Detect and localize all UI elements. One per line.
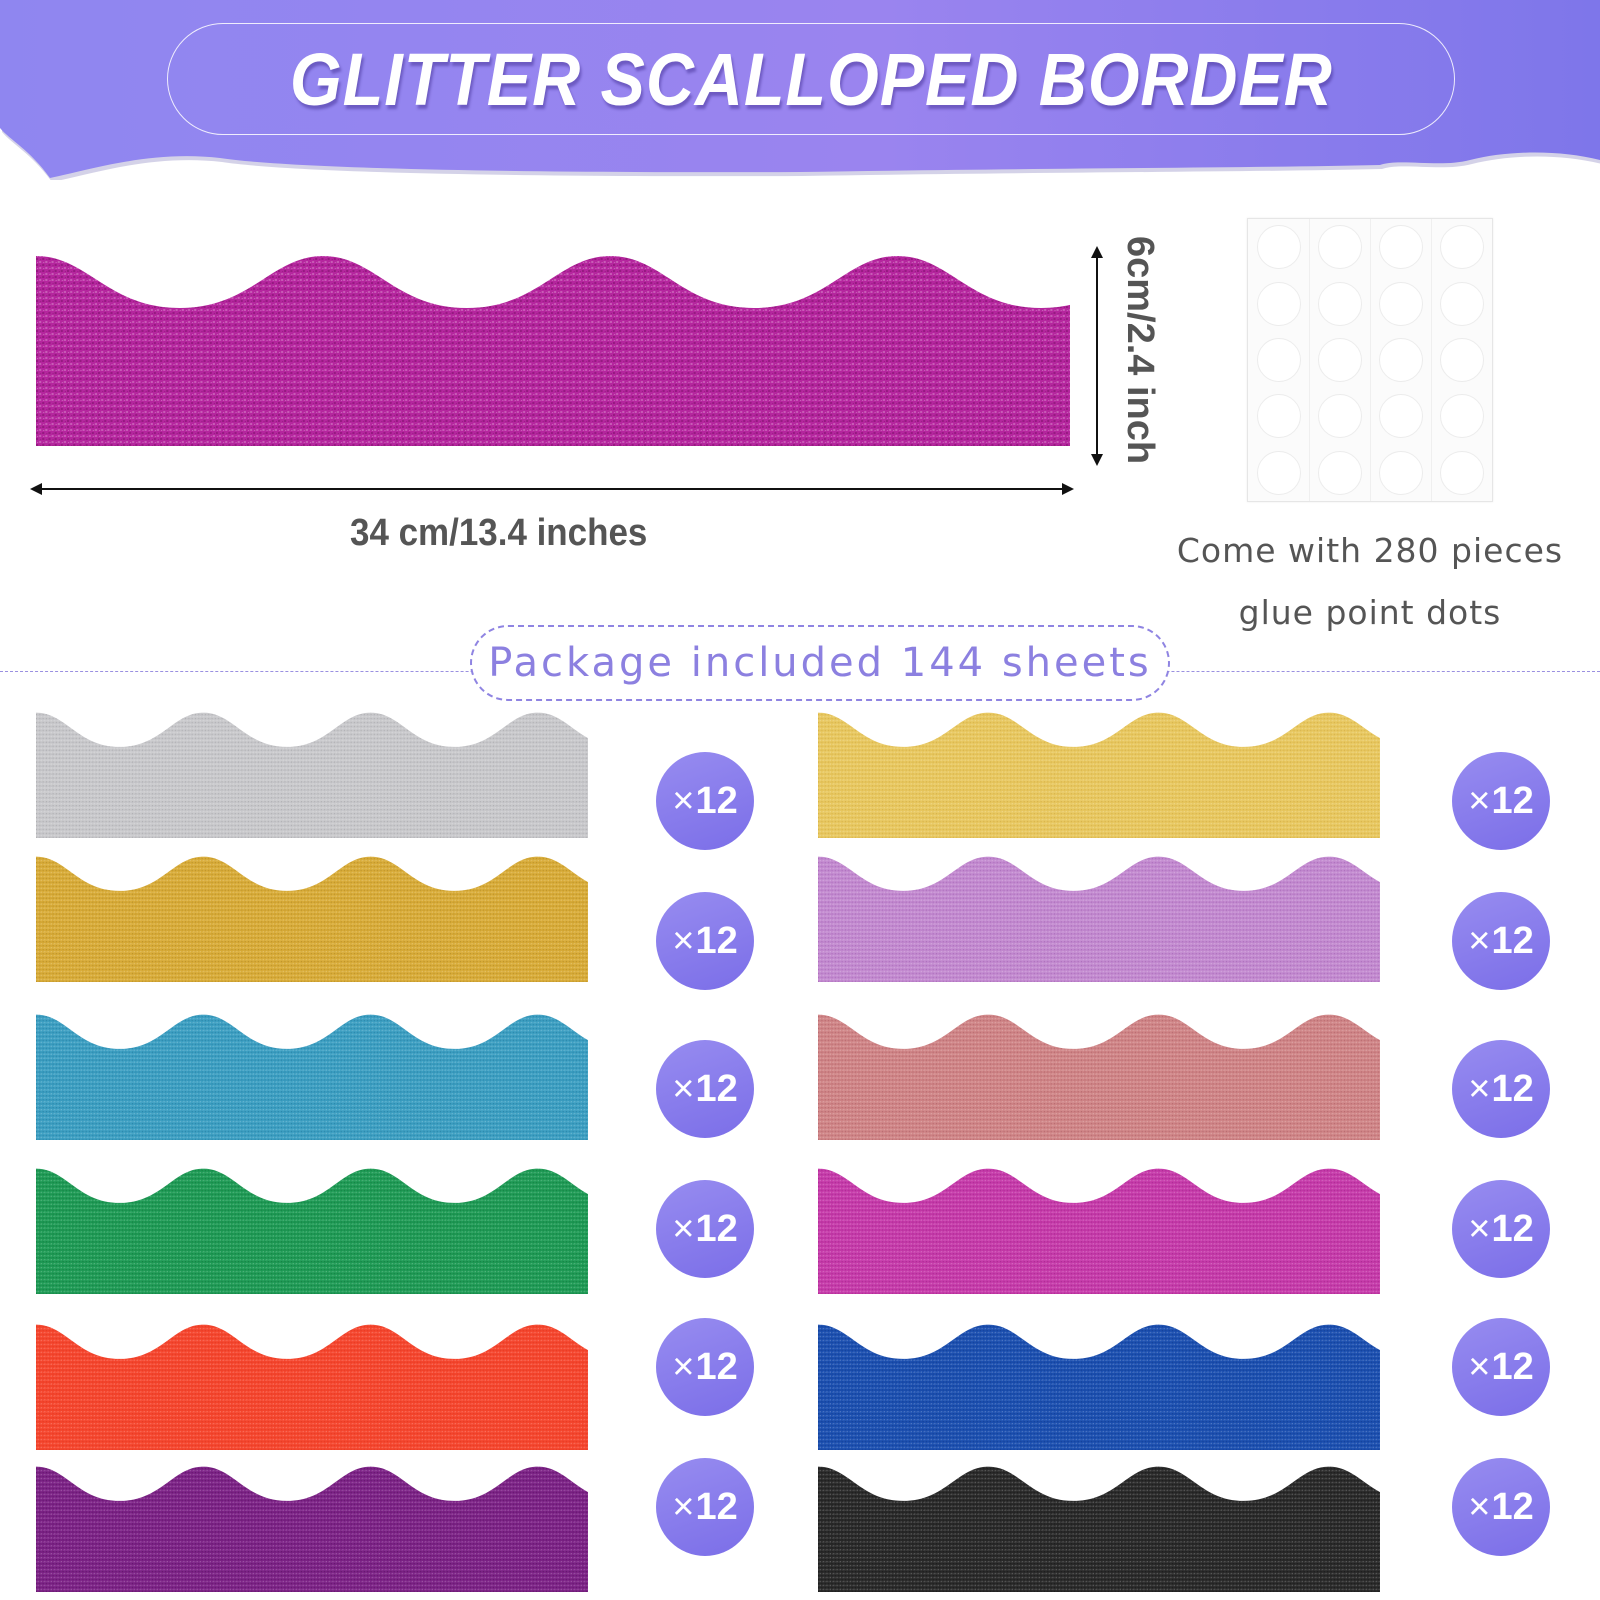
glue-strip-separator: [1370, 219, 1371, 501]
border-strip-light-gold: [818, 706, 1380, 838]
glue-dot: [1439, 450, 1484, 495]
border-strip-green: [36, 1162, 588, 1294]
multiply-icon: ×: [672, 779, 695, 822]
sample-border-strip: [36, 246, 1070, 446]
quantity-badge: × 12: [1452, 1318, 1550, 1416]
border-strip-red-orange: [36, 1318, 588, 1450]
glue-dot: [1378, 281, 1423, 326]
quantity-value: 12: [695, 919, 738, 962]
quantity-badge: × 12: [656, 1040, 754, 1138]
glue-dot: [1256, 225, 1301, 270]
glue-dot: [1378, 394, 1423, 439]
glue-dot: [1378, 225, 1423, 270]
glue-caption: Come with 280 pieces glue point dots: [1160, 520, 1580, 644]
quantity-badge: × 12: [656, 1180, 754, 1278]
quantity-badge: × 12: [656, 752, 754, 850]
glue-dot: [1317, 225, 1362, 270]
border-strip-royal-blue: [818, 1318, 1380, 1450]
glue-strip-separator: [1431, 219, 1432, 501]
width-label: 34 cm/13.4 inches: [350, 512, 648, 554]
multiply-icon: ×: [1468, 1345, 1491, 1388]
quantity-value: 12: [1491, 1067, 1534, 1110]
title-pill: GLITTER SCALLOPED BORDER: [167, 23, 1455, 135]
glue-dot: [1439, 394, 1484, 439]
border-strip-lavender: [818, 850, 1380, 982]
package-pill: Package included 144 sheets: [470, 625, 1170, 701]
glue-dot: [1317, 281, 1362, 326]
glue-dot: [1378, 337, 1423, 382]
quantity-value: 12: [1491, 919, 1534, 962]
glue-dot: [1378, 450, 1423, 495]
glue-caption-line2: glue point dots: [1238, 593, 1502, 632]
quantity-badge: × 12: [656, 1318, 754, 1416]
quantity-badge: × 12: [656, 1458, 754, 1556]
page-title: GLITTER SCALLOPED BORDER: [289, 37, 1333, 121]
multiply-icon: ×: [672, 1345, 695, 1388]
glue-dot: [1317, 337, 1362, 382]
quantity-value: 12: [695, 1345, 738, 1388]
border-strip-magenta: [818, 1162, 1380, 1294]
multiply-icon: ×: [1468, 1485, 1491, 1528]
multiply-icon: ×: [1468, 1207, 1491, 1250]
quantity-badge: × 12: [656, 892, 754, 990]
glue-dot: [1439, 225, 1484, 270]
border-strip-light-blue: [36, 1008, 588, 1140]
glue-dot: [1317, 394, 1362, 439]
quantity-value: 12: [1491, 779, 1534, 822]
glue-dot: [1256, 281, 1301, 326]
quantity-badge: × 12: [1452, 1040, 1550, 1138]
height-dimension-arrow: [1091, 246, 1103, 466]
quantity-badge: × 12: [1452, 1458, 1550, 1556]
border-strip-purple: [36, 1460, 588, 1592]
quantity-value: 12: [695, 1207, 738, 1250]
package-label: Package included 144 sheets: [488, 640, 1152, 686]
multiply-icon: ×: [672, 1207, 695, 1250]
glue-strip-separator: [1309, 219, 1310, 501]
border-strip-rose-pink: [818, 1008, 1380, 1140]
multiply-icon: ×: [672, 919, 695, 962]
glue-dot: [1256, 450, 1301, 495]
quantity-value: 12: [1491, 1345, 1534, 1388]
quantity-value: 12: [695, 1485, 738, 1528]
multiply-icon: ×: [1468, 779, 1491, 822]
quantity-badge: × 12: [1452, 752, 1550, 850]
multiply-icon: ×: [1468, 919, 1491, 962]
border-strip-gold: [36, 850, 588, 982]
glue-dot: [1256, 394, 1301, 439]
glue-caption-line1: Come with 280 pieces: [1176, 531, 1564, 570]
quantity-value: 12: [695, 1067, 738, 1110]
quantity-badge: × 12: [1452, 892, 1550, 990]
multiply-icon: ×: [672, 1067, 695, 1110]
border-strip-black: [818, 1460, 1380, 1592]
glue-dots-sheet: [1247, 218, 1493, 502]
quantity-value: 12: [1491, 1485, 1534, 1528]
glue-dot: [1317, 450, 1362, 495]
width-dimension-arrow: [30, 483, 1074, 495]
header-background: [0, 0, 1600, 180]
multiply-icon: ×: [1468, 1067, 1491, 1110]
glue-dot: [1439, 281, 1484, 326]
quantity-badge: × 12: [1452, 1180, 1550, 1278]
quantity-value: 12: [1491, 1207, 1534, 1250]
height-label: 6cm/2.4 inch: [1119, 236, 1161, 465]
border-strip-silver: [36, 706, 588, 838]
glue-dot: [1439, 337, 1484, 382]
glue-dot: [1256, 337, 1301, 382]
quantity-value: 12: [695, 779, 738, 822]
multiply-icon: ×: [672, 1485, 695, 1528]
header-banner: GLITTER SCALLOPED BORDER: [0, 0, 1600, 180]
